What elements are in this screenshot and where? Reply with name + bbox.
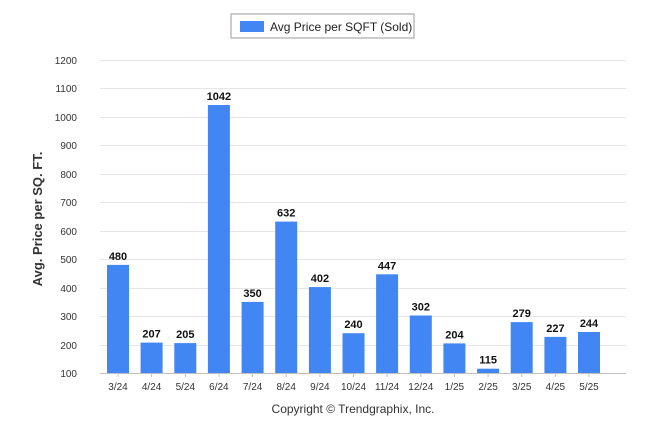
data-label: 632 (277, 208, 295, 220)
y-tick-label: 700 (60, 198, 77, 209)
x-tick-label: 2/25 (478, 382, 498, 393)
bar (275, 221, 298, 373)
y-tick-label: 1000 (55, 113, 78, 124)
y-tick-label: 1200 (55, 56, 78, 67)
bar (376, 274, 399, 373)
x-axis-tick-labels: 3/24 4/24 5/24 6/24 7/24 8/24 9/24 10/24 11/24 12… (108, 373, 599, 393)
data-label: 302 (412, 302, 430, 314)
data-label: 204 (445, 329, 464, 341)
data-label: 402 (311, 273, 329, 285)
bar (140, 342, 163, 373)
x-tick-label: 12/24 (408, 382, 433, 393)
y-axis-title: Avg. Price per SQ. FT. (30, 152, 45, 287)
x-tick-label: 5/24 (176, 382, 196, 393)
x-tick-label: 5/25 (579, 382, 599, 393)
bar (409, 315, 432, 373)
y-tick-label: 400 (60, 284, 77, 295)
x-tick-label: 11/24 (375, 382, 400, 393)
bar (342, 333, 365, 373)
legend-swatch (240, 21, 264, 32)
data-label: 227 (546, 323, 564, 335)
legend: Avg Price per SQFT (Sold) (230, 13, 415, 39)
y-tick-label: 1100 (55, 84, 77, 95)
x-tick-label: 3/25 (512, 382, 532, 393)
x-tick-label: 4/24 (142, 382, 162, 393)
y-tick-label: 200 (60, 341, 77, 352)
data-label: 244 (580, 318, 599, 330)
x-tick-label: 1/25 (445, 382, 465, 393)
data-label: 279 (513, 308, 531, 320)
bar (241, 301, 264, 373)
legend-label: Avg Price per SQFT (Sold) (270, 20, 412, 34)
bar (477, 368, 500, 373)
y-tick-label: 500 (60, 255, 77, 266)
bar (207, 105, 230, 373)
x-tick-label: 9/24 (310, 382, 330, 393)
bar (544, 336, 567, 373)
y-tick-label: 800 (60, 170, 77, 181)
data-label: 447 (378, 260, 396, 272)
x-tick-label: 8/24 (276, 382, 296, 393)
x-tick-label: 3/24 (108, 382, 128, 393)
y-tick-label: 300 (60, 312, 77, 323)
bar (174, 343, 197, 373)
y-tick-label: 900 (60, 141, 77, 152)
data-label: 350 (243, 288, 261, 300)
data-label: 205 (176, 329, 194, 341)
bar (510, 322, 533, 373)
y-tick-label: 100 (60, 369, 77, 380)
data-label: 115 (479, 355, 497, 367)
y-axis-tick-labels: 100 200 300 400 500 600 700 800 900 1000 1100 1200 (55, 56, 78, 380)
data-label: 240 (344, 319, 362, 331)
bars (107, 105, 600, 373)
x-tick-label: 10/24 (341, 382, 366, 393)
bar (443, 343, 466, 373)
data-label: 480 (109, 251, 127, 263)
bar (107, 264, 129, 373)
data-label: 1042 (207, 91, 231, 103)
bar (578, 332, 600, 373)
copyright-text: Copyright © Trendgraphix, Inc. (272, 402, 435, 416)
bar (308, 287, 331, 373)
x-tick-label: 7/24 (243, 382, 263, 393)
x-tick-label: 4/25 (546, 382, 566, 393)
data-label: 207 (142, 329, 160, 341)
x-tick-label: 6/24 (209, 382, 229, 393)
data-labels: 480 207 205 1042 350 632 402 240 447 302 204 115 279… (109, 91, 599, 367)
y-tick-label: 600 (60, 227, 77, 238)
